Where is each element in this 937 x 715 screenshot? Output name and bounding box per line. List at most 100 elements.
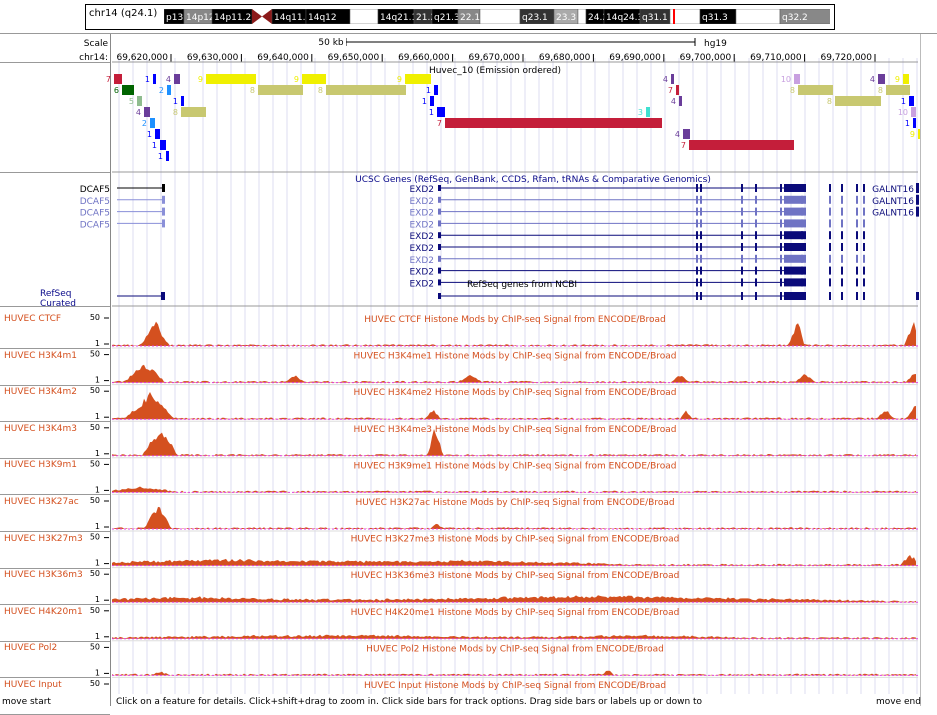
gene-label-exd2[interactable]: EXD2 [409, 256, 434, 266]
gene-utr[interactable] [784, 254, 806, 263]
chromhmm-segment[interactable] [679, 96, 682, 106]
gene-exon[interactable] [829, 184, 831, 192]
gene-exon[interactable] [696, 254, 698, 263]
chromhmm-segment[interactable] [181, 107, 206, 117]
gene-exon[interactable] [841, 266, 843, 275]
gene-exon[interactable] [856, 243, 858, 251]
gene-label-dcaf5[interactable]: DCAF5 [80, 197, 110, 207]
gene-exon[interactable] [162, 184, 165, 192]
gene-exon[interactable] [755, 231, 757, 240]
gene-label-exd2[interactable]: EXD2 [409, 279, 434, 289]
gene-exon[interactable] [741, 219, 743, 228]
gene-exon[interactable] [755, 207, 757, 216]
chromhmm-segment[interactable] [689, 140, 794, 150]
chromhmm-segment[interactable] [405, 74, 431, 84]
chromhmm-segment[interactable] [676, 85, 679, 95]
gene-exon[interactable] [700, 243, 702, 251]
chromhmm-segment[interactable] [911, 107, 916, 117]
gene-exon[interactable] [696, 219, 698, 228]
gene-exon[interactable] [755, 266, 757, 275]
gene-exon[interactable] [438, 244, 441, 250]
track-label-huvec-h3k4m1[interactable]: HUVEC H3K4m1 [4, 350, 77, 361]
signal-wiggle[interactable] [112, 634, 916, 639]
gene-exon[interactable] [700, 207, 702, 216]
gene-exon[interactable] [780, 278, 782, 287]
gene-exon[interactable] [829, 254, 831, 263]
track-label-huvec-h3k4m2[interactable]: HUVEC H3K4m2 [4, 387, 77, 398]
gene-exon[interactable] [438, 185, 441, 191]
chromhmm-segment[interactable] [302, 74, 326, 84]
gene-exon[interactable] [438, 196, 441, 203]
refseq-exon[interactable] [696, 292, 698, 300]
gene-exon[interactable] [841, 184, 843, 192]
gene-exon[interactable] [841, 243, 843, 251]
gene-utr[interactable] [784, 195, 806, 204]
gene-exon[interactable] [916, 194, 919, 205]
gene-label-galnt16[interactable]: GALNT16 [872, 197, 914, 207]
gene-exon[interactable] [916, 206, 919, 217]
gene-exon[interactable] [162, 219, 165, 228]
track-label-huvec-pol2[interactable]: HUVEC Pol2 [4, 643, 58, 654]
gene-exon[interactable] [863, 243, 865, 251]
chromosome-ideogram[interactable]: chr14 (q24.1) p13 14p12 14p11.2 14q11.2 14q1… [85, 4, 835, 30]
gene-exon[interactable] [741, 231, 743, 240]
move-end-label[interactable]: move end [876, 697, 921, 707]
gene-exon[interactable] [741, 266, 743, 275]
gene-exon[interactable] [438, 232, 441, 239]
genome-browser-image[interactable]: RefSeq Curated HUVEC CTCF HUVEC H3K4m1 HUVE… [0, 33, 937, 715]
gene-exon[interactable] [863, 278, 865, 287]
gene-exon[interactable] [696, 184, 698, 192]
gene-utr[interactable] [784, 219, 806, 228]
gene-exon[interactable] [829, 231, 831, 240]
ideogram-band[interactable] [349, 9, 379, 24]
gene-exon[interactable] [863, 195, 865, 204]
gene-exon[interactable] [755, 184, 757, 192]
gene-exon[interactable] [856, 184, 858, 192]
track-label-huvec-h3k9m1[interactable]: HUVEC H3K9m1 [4, 460, 77, 471]
chromhmm-segment[interactable] [258, 85, 303, 95]
chromhmm-segment[interactable] [206, 74, 256, 84]
right-side-bar[interactable] [920, 34, 937, 706]
refseq-exon[interactable] [829, 292, 831, 300]
gene-exon[interactable] [856, 231, 858, 240]
gene-exon[interactable] [863, 219, 865, 228]
gene-exon[interactable] [438, 267, 441, 274]
gene-exon[interactable] [863, 266, 865, 275]
gene-exon[interactable] [755, 219, 757, 228]
chromhmm-segment[interactable] [798, 85, 833, 95]
refseq-exon[interactable] [841, 292, 843, 300]
chromhmm-segment[interactable] [174, 74, 180, 84]
gene-label-galnt16[interactable]: GALNT16 [872, 209, 914, 219]
gene-exon[interactable] [780, 266, 782, 275]
chromhmm-segment[interactable] [886, 85, 910, 95]
chromhmm-segment[interactable] [434, 85, 438, 95]
gene-label-exd2[interactable]: EXD2 [409, 244, 434, 254]
chromhmm-segment[interactable] [683, 129, 690, 139]
gene-exon[interactable] [863, 207, 865, 216]
gene-exon[interactable] [741, 195, 743, 204]
gene-label-exd2[interactable]: EXD2 [409, 220, 434, 230]
gene-exon[interactable] [780, 207, 782, 216]
gene-utr[interactable] [784, 231, 806, 240]
gene-exon[interactable] [700, 254, 702, 263]
gene-exon[interactable] [841, 219, 843, 228]
chromhmm-segment[interactable] [153, 74, 156, 84]
gene-exon[interactable] [741, 207, 743, 216]
refseq-exon[interactable] [161, 292, 165, 300]
chromhmm-segment[interactable] [114, 74, 122, 84]
gene-exon[interactable] [829, 207, 831, 216]
gene-label-exd2[interactable]: EXD2 [409, 209, 434, 219]
signal-wiggle[interactable] [112, 364, 916, 383]
refseq-exon[interactable] [863, 292, 865, 300]
gene-exon[interactable] [856, 254, 858, 263]
gene-label-dcaf5[interactable]: DCAF5 [80, 209, 110, 219]
track-label-huvec-ctcf[interactable]: HUVEC CTCF [4, 314, 62, 324]
chromhmm-segment[interactable] [326, 85, 406, 95]
track-label-huvec-h3k27m3[interactable]: HUVEC H3K27m3 [4, 533, 83, 544]
chromhmm-segment[interactable] [137, 96, 142, 106]
gene-exon[interactable] [829, 278, 831, 287]
gene-exon[interactable] [696, 195, 698, 204]
gene-label-exd2[interactable]: EXD2 [409, 185, 434, 195]
track-label-sidebar[interactable]: RefSeq Curated HUVEC CTCF HUVEC H3K4m1 HUVE… [0, 34, 111, 715]
gene-label-dcaf5[interactable]: DCAF5 [80, 220, 110, 230]
